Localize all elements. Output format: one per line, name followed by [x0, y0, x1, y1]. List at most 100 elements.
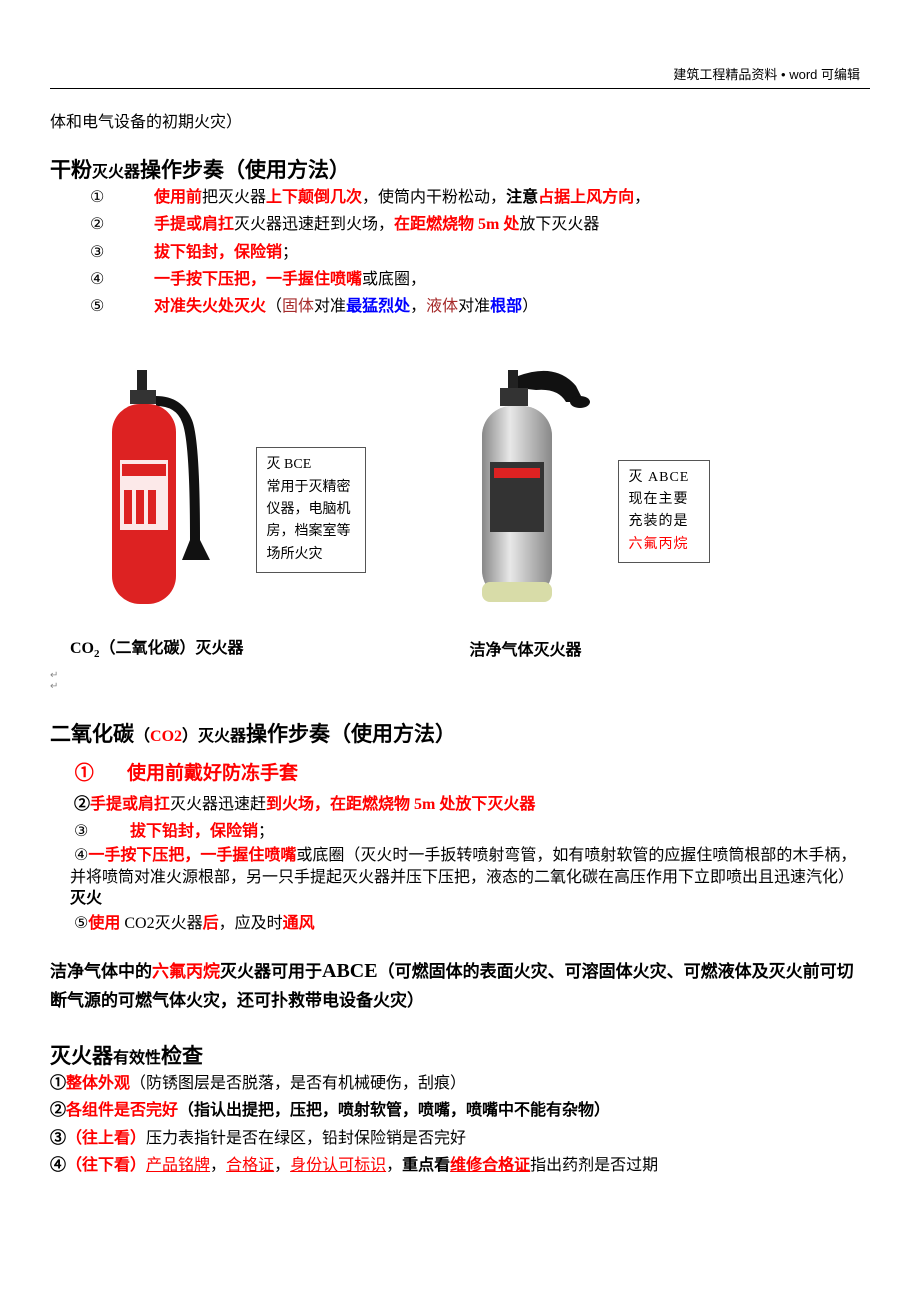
s1-l2a: 手提或肩扛 — [154, 216, 234, 233]
s1-l5h: 对准 — [458, 298, 490, 315]
s1-l5d: 对准 — [314, 298, 346, 315]
page: 建筑工程精品资料 • word 可编辑 体和电气设备的初期火灾） 干粉灭火器操作… — [0, 0, 920, 1229]
s3-l2b: （指认出提把，压把，喷射软管，喷嘴，喷嘴中不能有杂物） — [178, 1102, 610, 1119]
box1-l1: 灭 BCE — [267, 454, 355, 476]
s1-l3a: 拔下铅封，保险销 — [154, 244, 282, 261]
t2b: （ — [134, 728, 150, 745]
section3-list: ①整体外观（防锈图层是否脱落，是否有机械硬伤，刮痕） ②各组件是否完好（指认出提… — [50, 1070, 870, 1179]
s3-item2: ②各组件是否完好（指认出提把，压把，喷射软管，喷嘴，喷嘴中不能有杂物） — [50, 1097, 870, 1124]
s1-item1: ① 使用前把灭火器上下颠倒几次，使筒内干粉松动，注意占据上风方向， — [90, 184, 870, 211]
box2-l3: 六氟丙烷 — [629, 534, 699, 556]
s3-n2: ② — [50, 1102, 66, 1119]
s1-l1a: 使用前 — [154, 189, 202, 206]
s2-l2c: 到火场，在距燃烧物 5m 处放下灭火器 — [266, 796, 535, 813]
s1-n2: ② — [90, 211, 150, 238]
s1-item2: ② 手提或肩扛灭火器迅速赶到火场，在距燃烧物 5m 处放下灭火器 — [90, 211, 870, 238]
s2-item2: ②手提或肩扛灭火器迅速赶到火场，在距燃烧物 5m 处放下灭火器 — [70, 791, 870, 818]
s1-l5j: ） — [522, 298, 538, 315]
top-fragment: 体和电气设备的初期火灾） — [50, 109, 870, 136]
section2-title: 二氧化碳（CO2）灭火器操作步奏（使用方法） — [50, 718, 870, 748]
s3-l4f: 身份认可标识 — [290, 1157, 386, 1174]
s2-l5a: 使用 — [88, 915, 120, 932]
s3-l4b: 产品铭牌 — [146, 1157, 210, 1174]
t1c: 操作步奏（使用方法） — [140, 158, 350, 182]
figure2: 洁净气体灭火器 灭 ABCE 现在主要充装的是 六氟丙烷 — [446, 362, 710, 660]
s3-l1b: （防锈图层是否脱落，是否有机械硬伤，刮痕） — [130, 1075, 466, 1092]
box1-l2: 常用于灭精密仪器，电脑机房，档案室等场所火灾 — [267, 477, 355, 567]
s3-l4g: ， — [386, 1157, 402, 1174]
section3: 灭火器有效性检查 ①整体外观（防锈图层是否脱落，是否有机械硬伤，刮痕） ②各组件… — [50, 1040, 870, 1179]
t1a: 干粉 — [50, 158, 92, 182]
figure1: CO2（二氧化碳）灭火器 灭 BCE 常用于灭精密仪器，电脑机房，档案室等场所火… — [70, 360, 366, 660]
pa: 洁净气体中的 — [50, 962, 152, 981]
s2-item4: ④一手按下压把，一手握住喷嘴或底圈（灭火时一手扳转喷射弯管，如有喷射软管的应握住… — [70, 845, 870, 910]
section1-title: 干粉灭火器操作步奏（使用方法） — [50, 154, 870, 184]
figure1-infobox: 灭 BCE 常用于灭精密仪器，电脑机房，档案室等场所火灾 — [256, 447, 366, 573]
s2-n3: ③ — [70, 818, 130, 845]
s3-item3: ③（往上看）压力表指针是否在绿区，铅封保险销是否完好 — [50, 1125, 870, 1152]
s2-item5: ⑤使用 CO2灭火器后，应及时通风 — [70, 910, 870, 937]
s1-l5g: 液体 — [426, 298, 458, 315]
co2-extinguisher-icon — [82, 360, 232, 620]
s2-n5: ⑤ — [70, 915, 88, 932]
t2a: 二氧化碳 — [50, 722, 134, 746]
t3b: 有效性 — [113, 1050, 161, 1067]
s1-l3b: ； — [282, 244, 298, 261]
s1-l5f: ， — [410, 298, 426, 315]
s3-l2a: 各组件是否完好 — [66, 1102, 178, 1119]
s1-l5i: 根部 — [490, 298, 522, 315]
small-arrow: ↵↵ — [50, 670, 870, 692]
s2-l3a: 拔下铅封，保险销 — [130, 823, 258, 840]
s1-l2d: 放下灭火器 — [519, 216, 599, 233]
s1-l1e: 注意 — [506, 189, 538, 206]
s3-l1a: 整体外观 — [66, 1075, 130, 1092]
figure1-caption: CO2（二氧化碳）灭火器 — [70, 634, 244, 660]
s1-n3: ③ — [90, 239, 150, 266]
s1-l1c: 上下颠倒几次 — [266, 189, 362, 206]
s3-l4c: ， — [210, 1157, 226, 1174]
figures-row: CO2（二氧化碳）灭火器 灭 BCE 常用于灭精密仪器，电脑机房，档案室等场所火… — [70, 360, 870, 660]
figure2-infobox: 灭 ABCE 现在主要充装的是 六氟丙烷 — [618, 460, 710, 564]
s2-l2a: 手提或肩扛 — [90, 796, 170, 813]
s2-l5c: 后 — [203, 915, 219, 932]
s1-l4b: 或底圈， — [362, 271, 426, 288]
s1-l2c: 在距燃烧物 5m 处 — [394, 216, 519, 233]
s3-l3b: 压力表指针是否在绿区，铅封保险销是否完好 — [146, 1130, 466, 1147]
s3-l4d: 合格证 — [226, 1157, 274, 1174]
figure2-col: 洁净气体灭火器 — [446, 362, 606, 660]
pc: 灭火器可用于 — [220, 962, 322, 981]
box2-l2: 现在主要充装的是 — [629, 489, 699, 534]
s2-n4: ④ — [70, 847, 88, 864]
cap1c: （二氧化碳）灭火器 — [100, 640, 244, 657]
t3a: 灭火器 — [50, 1044, 113, 1068]
t2e: 操作步奏（使用方法） — [246, 722, 456, 746]
figure1-col: CO2（二氧化碳）灭火器 — [70, 360, 244, 660]
s1-l1f: 占据上风方向 — [538, 189, 634, 206]
s1-l5e: 最猛烈处 — [346, 298, 410, 315]
s1-l2b: 灭火器迅速赶到火场， — [234, 216, 394, 233]
t2d: ）灭火器 — [182, 728, 246, 745]
s2-item1: ① 使用前戴好防冻手套 — [70, 758, 870, 790]
s2-l5b: CO2灭火器 — [120, 915, 202, 932]
s3-l4i: 维修合格证 — [450, 1157, 530, 1174]
s1-l4a: 一手按下压把，一手握住喷嘴 — [154, 271, 362, 288]
s2-n2: ② — [70, 796, 90, 813]
s1-l1b: 把灭火器 — [202, 189, 266, 206]
s2-l2b: 灭火器迅速赶 — [170, 796, 266, 813]
header-right: 建筑工程精品资料 • word 可编辑 — [673, 64, 860, 83]
s1-item4: ④ 一手按下压把，一手握住喷嘴或底圈， — [90, 266, 870, 293]
s2-n1: ① — [70, 763, 127, 784]
s1-l1g: ， — [634, 189, 650, 206]
s2-l5e: 通风 — [283, 915, 315, 932]
s2-l3b: ； — [258, 823, 274, 840]
s3-l4e: ， — [274, 1157, 290, 1174]
header-divider — [50, 88, 870, 89]
s1-l5b: （ — [266, 298, 282, 315]
s3-item4: ④（往下看）产品铭牌，合格证，身份认可标识，重点看维修合格证指出药剂是否过期 — [50, 1152, 870, 1179]
s1-l1d: ，使筒内干粉松动， — [362, 189, 506, 206]
s1-n1: ① — [90, 184, 150, 211]
pb: 六氟丙烷 — [152, 962, 220, 981]
box2-l1: 灭 ABCE — [629, 467, 699, 489]
section2: 二氧化碳（CO2）灭火器操作步奏（使用方法） ① 使用前戴好防冻手套 ②手提或肩… — [50, 718, 870, 937]
s1-item3: ③ 拔下铅封，保险销； — [90, 239, 870, 266]
